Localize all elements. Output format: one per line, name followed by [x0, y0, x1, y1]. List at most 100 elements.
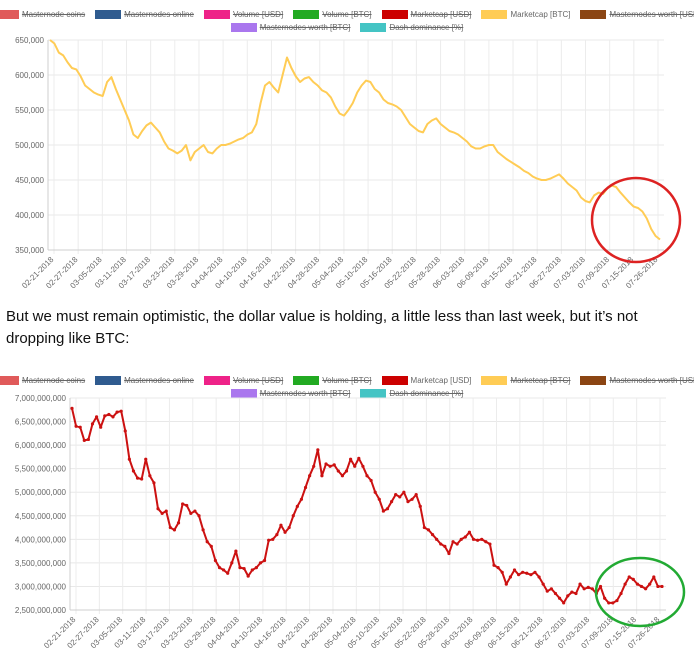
legend-label: Masternodes worth [BTC]	[259, 389, 351, 398]
legend-item[interactable]: Masternode coins	[0, 376, 85, 385]
data-point	[103, 414, 107, 418]
data-point	[385, 507, 390, 511]
data-point	[242, 566, 246, 571]
legend-item[interactable]: Dash dominance [%]	[360, 389, 463, 398]
legend-label: Masternodes worth [BTC]	[259, 23, 351, 32]
data-point	[164, 509, 168, 513]
legend-swatch	[381, 376, 408, 385]
legend-item[interactable]: Masternodes worth [BTC]	[230, 389, 351, 398]
series-line	[71, 408, 662, 604]
legend-item[interactable]: Marketcap [BTC]	[481, 10, 570, 19]
legend-item[interactable]: Volume [USD]	[203, 10, 283, 19]
legend-item[interactable]: Volume [USD]	[203, 376, 283, 385]
legend-label: Dash dominance [%]	[389, 23, 464, 32]
data-point	[275, 533, 279, 537]
legend-swatch	[580, 376, 607, 385]
data-point	[135, 476, 140, 480]
data-point	[508, 575, 513, 579]
data-point	[566, 594, 570, 598]
legend-swatch	[0, 376, 19, 385]
legend-label: Masternode coins	[21, 376, 86, 385]
data-point	[656, 584, 660, 589]
legend-item[interactable]: Marketcap [USD]	[381, 10, 471, 19]
data-point	[209, 544, 213, 548]
data-point	[160, 511, 164, 516]
data-point	[197, 514, 201, 518]
data-point	[562, 601, 566, 605]
caption-text: But we must remain optimistic, the dolla…	[6, 308, 638, 347]
data-point	[644, 587, 648, 591]
data-point	[410, 497, 414, 501]
data-point	[451, 540, 455, 544]
legend-item[interactable]: Masternodes online	[95, 376, 194, 385]
legend-item[interactable]: Masternode coins	[0, 10, 85, 19]
data-point	[500, 570, 504, 574]
data-point	[250, 568, 254, 572]
data-point	[332, 463, 336, 467]
data-point	[287, 525, 291, 530]
legend-item[interactable]: Masternodes online	[95, 10, 194, 19]
y-tick-label: 3,000,000,000	[15, 582, 67, 591]
legend-item[interactable]: Masternodes worth [USD]	[580, 376, 694, 385]
data-point	[435, 537, 439, 541]
data-point	[82, 438, 86, 442]
data-point	[549, 587, 553, 591]
data-point	[406, 500, 410, 504]
legend-item[interactable]: Marketcap [USD]	[381, 376, 471, 385]
y-tick-label: 7,000,000,000	[15, 394, 67, 403]
legend-item[interactable]: Marketcap [BTC]	[481, 376, 570, 385]
legend-swatch	[95, 10, 122, 19]
data-point	[484, 540, 488, 544]
data-point	[496, 566, 500, 570]
data-point	[504, 582, 508, 586]
y-tick-label: 5,000,000,000	[15, 488, 67, 497]
data-point	[201, 528, 205, 532]
data-point	[394, 492, 398, 497]
legend-item[interactable]: Masternodes worth [USD]	[580, 10, 694, 19]
data-point	[172, 528, 177, 532]
legend-swatch	[293, 376, 320, 385]
legend-swatch	[360, 389, 387, 398]
data-point	[516, 573, 521, 577]
y-tick-label: 650,000	[15, 36, 44, 45]
legend-item[interactable]: Volume [BTC]	[293, 376, 372, 385]
data-point	[639, 584, 644, 589]
data-point	[480, 537, 484, 541]
data-point	[578, 582, 582, 586]
data-point	[115, 410, 119, 414]
legend-label: Marketcap [BTC]	[510, 376, 571, 385]
data-point	[439, 542, 443, 546]
legend-item[interactable]: Dash dominance [%]	[360, 23, 463, 32]
data-point	[156, 507, 160, 511]
data-point	[377, 497, 381, 501]
data-point	[295, 504, 299, 508]
legend-swatch	[481, 10, 508, 19]
series-line	[49, 39, 661, 241]
data-point	[107, 412, 111, 417]
legend-swatch	[230, 23, 257, 32]
y-tick-label: 6,000,000,000	[15, 441, 67, 450]
legend-label: Marketcap [BTC]	[510, 10, 571, 19]
legend-swatch	[293, 10, 320, 19]
y-tick-label: 600,000	[15, 71, 44, 80]
legend-item[interactable]: Volume [BTC]	[293, 10, 372, 19]
data-point	[217, 566, 222, 570]
legend-row-2: Masternodes worth [BTC] Dash dominance [%…	[0, 389, 694, 398]
legend-item[interactable]: Masternodes worth [BTC]	[230, 23, 351, 32]
data-point	[492, 563, 496, 567]
legend-swatch	[381, 10, 408, 19]
y-tick-label: 3,500,000,000	[15, 559, 67, 568]
data-point	[463, 535, 467, 539]
legend-swatch	[481, 376, 508, 385]
y-tick-label: 4,500,000,000	[15, 512, 67, 521]
data-point	[607, 601, 611, 605]
y-tick-label: 350,000	[15, 246, 44, 255]
data-point	[324, 462, 328, 466]
data-point	[627, 575, 631, 579]
data-point	[381, 509, 385, 513]
data-point	[336, 469, 340, 473]
data-point	[127, 457, 131, 461]
data-point	[94, 415, 99, 419]
data-point	[168, 525, 172, 530]
data-point	[619, 591, 623, 596]
